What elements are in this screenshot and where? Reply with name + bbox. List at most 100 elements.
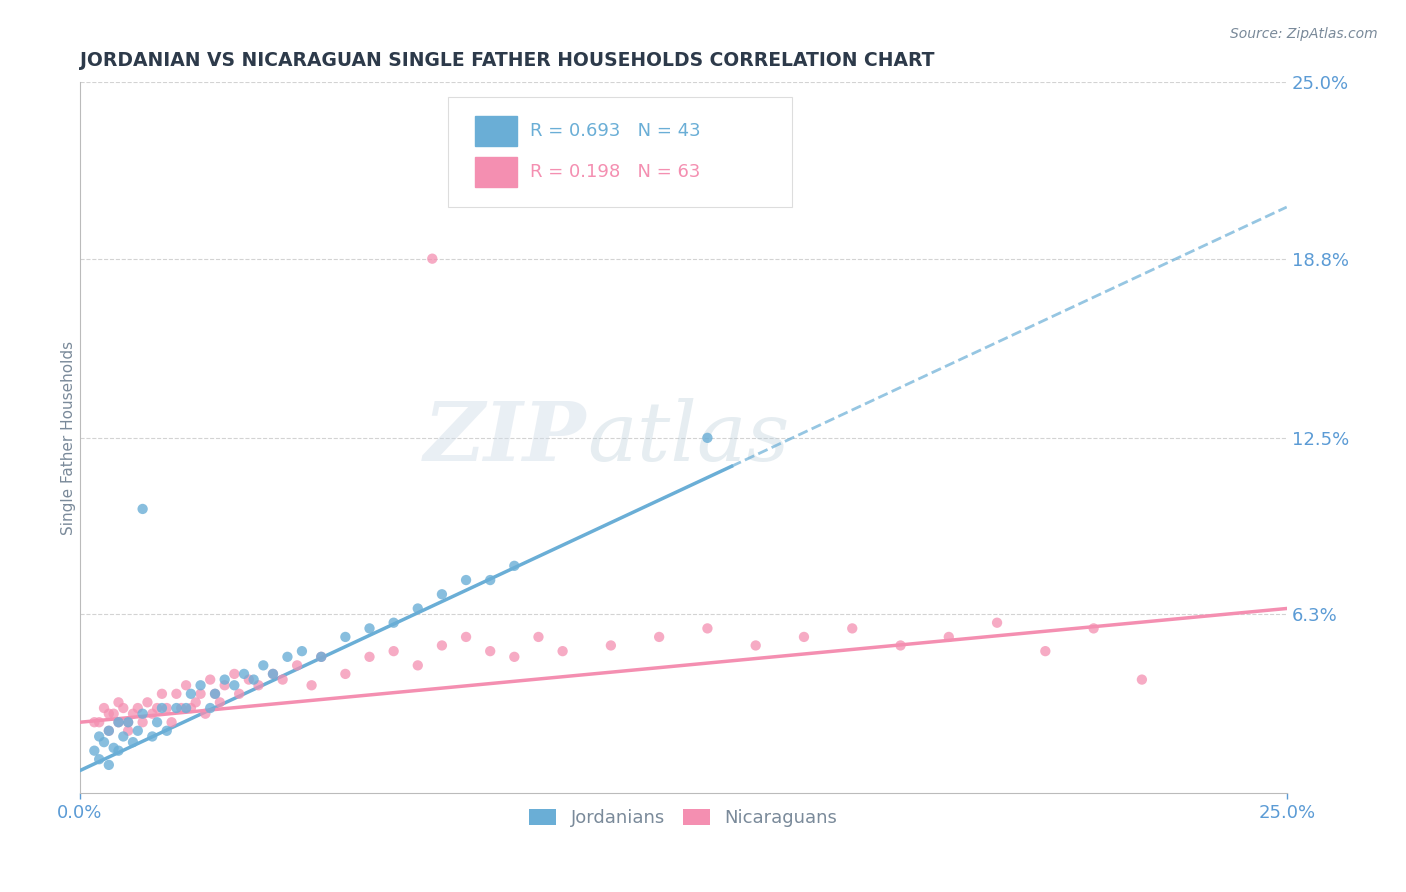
Point [127, 723, 149, 738]
Point [285, 658, 308, 673]
Point [174, 678, 197, 692]
Point [430, 639, 453, 653]
Point [89, 730, 111, 744]
Point [93, 735, 115, 749]
Point [156, 701, 179, 715]
Point [93, 701, 115, 715]
Point [156, 723, 179, 738]
Point [174, 701, 197, 715]
Point [271, 673, 294, 687]
Point [335, 666, 357, 681]
Point [97, 723, 120, 738]
Point [252, 658, 274, 673]
Point [146, 715, 169, 730]
Point [131, 502, 153, 516]
Text: R = 0.693   N = 43: R = 0.693 N = 43 [530, 122, 700, 140]
Point [103, 706, 125, 721]
Point [309, 649, 332, 664]
Point [141, 730, 163, 744]
Point [238, 673, 260, 687]
Point [503, 558, 526, 573]
Point [200, 673, 222, 687]
Point [122, 706, 145, 721]
Y-axis label: Single Father Households: Single Father Households [62, 341, 76, 535]
Text: JORDANIAN VS NICARAGUAN SINGLE FATHER HOUSEHOLDS CORRELATION CHART: JORDANIAN VS NICARAGUAN SINGLE FATHER HO… [80, 51, 935, 70]
Point [841, 621, 863, 635]
Text: atlas: atlas [586, 398, 789, 478]
Point [301, 678, 323, 692]
Point [200, 701, 222, 715]
Point [938, 630, 960, 644]
Point [160, 715, 183, 730]
Point [204, 687, 226, 701]
Point [131, 706, 153, 721]
Point [648, 630, 671, 644]
Point [214, 678, 236, 692]
Point [406, 658, 429, 673]
Point [117, 715, 139, 730]
Point [696, 621, 718, 635]
Point [89, 752, 111, 766]
Point [527, 630, 550, 644]
Bar [474, 117, 517, 146]
Point [204, 687, 226, 701]
Point [122, 735, 145, 749]
Point [107, 715, 129, 730]
Point [97, 723, 120, 738]
Point [986, 615, 1008, 630]
Point [406, 601, 429, 615]
Point [479, 644, 502, 658]
Point [146, 701, 169, 715]
Point [889, 639, 911, 653]
Point [479, 573, 502, 587]
Point [112, 730, 135, 744]
Point [1130, 673, 1153, 687]
Point [190, 678, 212, 692]
Point [83, 744, 105, 758]
Point [382, 615, 405, 630]
Point [131, 715, 153, 730]
Point [214, 673, 236, 687]
Legend: Jordanians, Nicaraguans: Jordanians, Nicaraguans [522, 801, 845, 834]
Point [1033, 644, 1056, 658]
Point [194, 706, 217, 721]
Point [1083, 621, 1105, 635]
Point [208, 695, 231, 709]
Point [190, 687, 212, 701]
FancyBboxPatch shape [449, 96, 792, 207]
Point [150, 687, 173, 701]
Point [89, 715, 111, 730]
Point [170, 701, 193, 715]
Point [359, 649, 381, 664]
Point [262, 666, 284, 681]
Point [359, 621, 381, 635]
Point [793, 630, 815, 644]
Point [430, 587, 453, 601]
Point [97, 758, 120, 772]
Point [696, 431, 718, 445]
Point [242, 673, 264, 687]
Text: R = 0.198   N = 63: R = 0.198 N = 63 [530, 163, 700, 181]
Point [224, 678, 246, 692]
Point [165, 701, 187, 715]
Point [112, 701, 135, 715]
Bar [474, 157, 517, 186]
Point [599, 639, 621, 653]
Point [382, 644, 405, 658]
Point [180, 687, 202, 701]
Point [97, 706, 120, 721]
Point [117, 715, 139, 730]
Point [291, 644, 314, 658]
Point [150, 701, 173, 715]
Point [233, 666, 256, 681]
Point [103, 740, 125, 755]
Point [228, 687, 250, 701]
Point [107, 715, 129, 730]
Point [420, 252, 443, 266]
Text: Source: ZipAtlas.com: Source: ZipAtlas.com [1230, 27, 1378, 41]
Point [117, 723, 139, 738]
Point [83, 715, 105, 730]
Point [184, 695, 207, 709]
Point [165, 687, 187, 701]
Text: ZIP: ZIP [425, 398, 586, 478]
